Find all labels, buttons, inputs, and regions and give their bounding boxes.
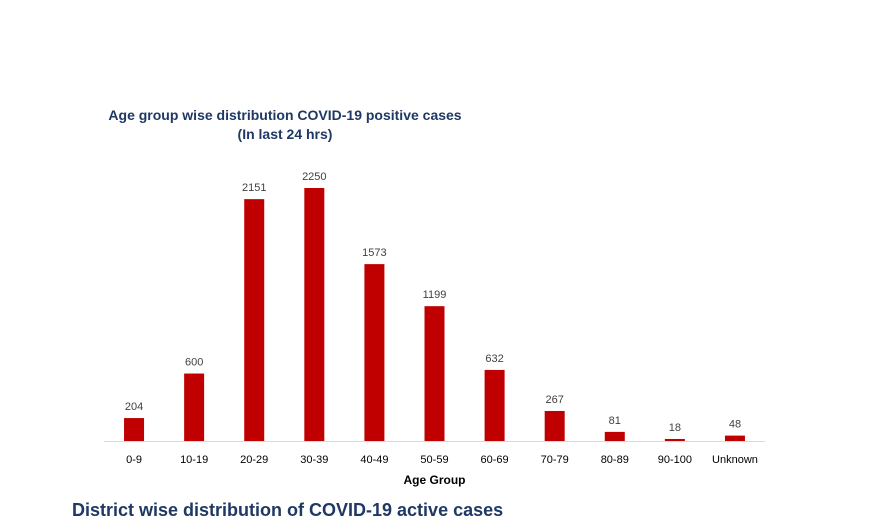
data-label: 2151 — [242, 182, 266, 194]
chart-subtitle: (In last 24 hrs) — [237, 126, 333, 142]
bar-20-29 — [244, 199, 265, 441]
x-axis-title: Age Group — [404, 473, 466, 487]
x-tick-label: 30-39 — [300, 454, 328, 466]
data-label: 204 — [125, 401, 143, 413]
district-section-heading: District wise distribution of COVID-19 a… — [72, 500, 504, 520]
data-label: 48 — [729, 419, 741, 431]
x-tick-label: 50-59 — [420, 454, 448, 466]
data-label: 1573 — [362, 247, 386, 259]
bar-30-39 — [304, 188, 325, 441]
data-label: 1199 — [423, 289, 447, 301]
bar-40-49 — [364, 264, 385, 441]
data-label: 81 — [609, 415, 621, 427]
data-label: 18 — [669, 422, 681, 434]
x-tick-label: 70-79 — [541, 454, 569, 466]
bar-chart: 204 600 2151 2250 1573 1199 632 267 81 18 48 0-9 10… — [104, 171, 765, 487]
x-tick-label: 20-29 — [240, 454, 268, 466]
data-label: 267 — [546, 394, 564, 406]
x-tick-label: 40-49 — [360, 454, 388, 466]
bar-90-100 — [664, 438, 685, 441]
data-label: 600 — [185, 357, 203, 369]
chart-title: Age group wise distribution COVID-19 pos… — [108, 107, 462, 123]
data-label: 632 — [485, 353, 503, 365]
x-tick-label: 0-9 — [126, 454, 142, 466]
x-tick-label: 60-69 — [481, 454, 509, 466]
bar-10-19 — [184, 373, 205, 441]
bar-50-59 — [424, 306, 445, 441]
bar-0-9 — [124, 418, 145, 441]
x-tick-label: Unknown — [712, 454, 758, 466]
bar-70-79 — [544, 410, 565, 441]
bar-60-69 — [484, 369, 505, 441]
x-tick-label: 90-100 — [658, 454, 692, 466]
x-tick-label: 80-89 — [601, 454, 629, 466]
bar-80-89 — [604, 431, 625, 441]
bar-unknown — [724, 435, 745, 441]
x-tick-label: 10-19 — [180, 454, 208, 466]
data-label: 2250 — [302, 171, 326, 183]
